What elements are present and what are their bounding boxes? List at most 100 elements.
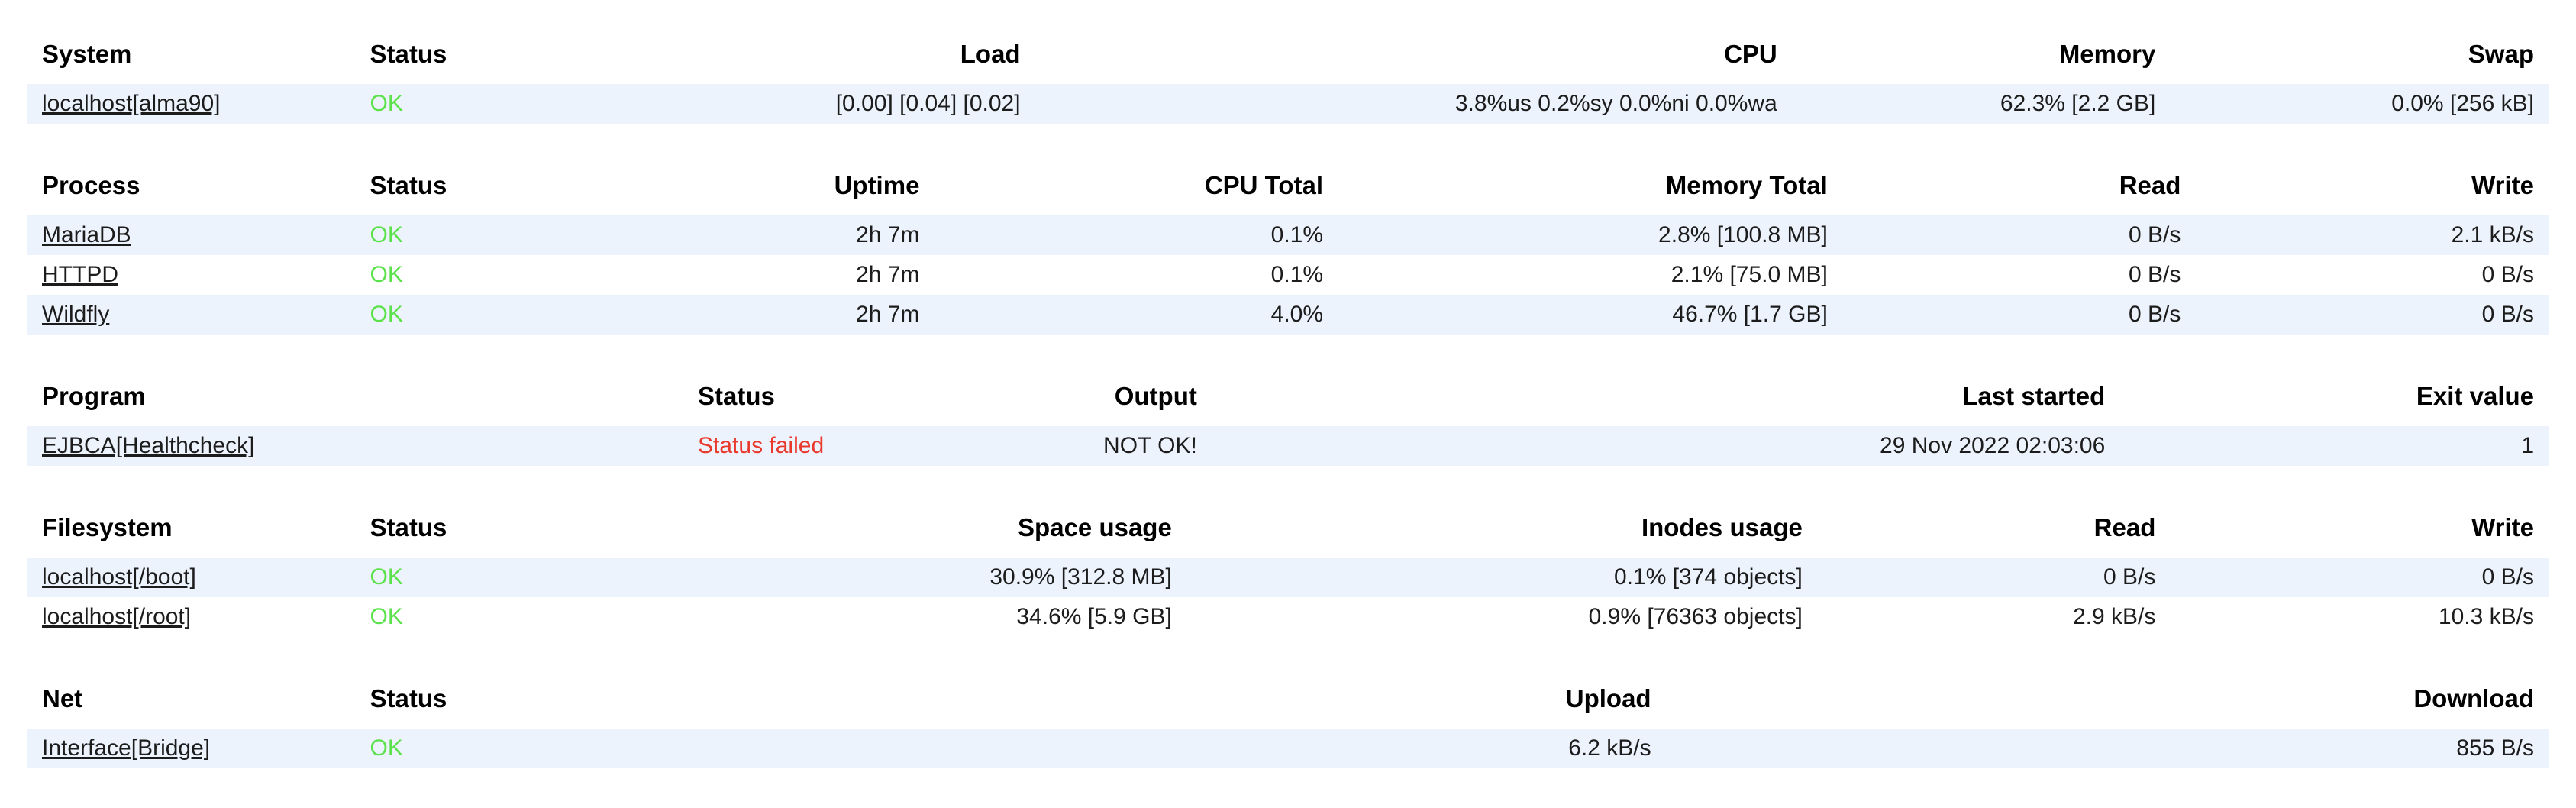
filesystem-cell-inodes-usage: 0.9% [76363 objects] <box>1588 604 1803 629</box>
program-service-link[interactable]: EJBCA[Healthcheck] <box>42 433 255 458</box>
filesystem-cell-filesystem: localhost[/root] <box>27 597 355 637</box>
process-cell-process: HTTPD <box>27 255 355 295</box>
filesystem-cell-write: 10.3 kB/s <box>2438 604 2534 629</box>
process-cell-cpu-total: 4.0% <box>1270 302 1324 327</box>
system-column-header-swap: Swap <box>2468 40 2534 68</box>
system-header-row: System Status Load CPU Memory Swap <box>27 34 2549 84</box>
process-cell-uptime: 2h 7m <box>856 302 920 327</box>
system-table: System Status Load CPU Memory Swap localhost[a… <box>27 34 2549 124</box>
program-column-header-last-started: Last started <box>1962 382 2106 410</box>
program-column-header-status: Status <box>698 382 775 410</box>
process-column-header-process: Process <box>42 171 140 199</box>
process-column-header-read: Read <box>2119 171 2181 199</box>
filesystem-column-header-read: Read <box>2093 513 2156 541</box>
process-column-header-cpu-total: CPU Total <box>1204 171 1324 199</box>
process-cell-read: 0 B/s <box>2129 302 2181 327</box>
net-cell-download: 855 B/s <box>2456 735 2534 761</box>
process-cell-write: 0 B/s <box>2481 302 2534 327</box>
filesystem-row-localhost-root: localhost[/root] OK 34.6% [5.9 GB] 0.9% [76… <box>27 597 2549 637</box>
process-cell-status: OK <box>355 215 557 255</box>
filesystem-column-header-space-usage: Space usage <box>1018 513 1172 541</box>
process-column-header-uptime: Uptime <box>834 171 920 199</box>
process-cell-cpu-total: 0.1% <box>1270 262 1324 287</box>
system-cell-status: OK <box>355 84 557 124</box>
filesystem-column-header-filesystem: Filesystem <box>42 513 173 541</box>
system-column-header-load: Load <box>960 40 1021 68</box>
process-cell-uptime: 2h 7m <box>856 262 920 287</box>
net-cell-status: OK <box>355 729 557 768</box>
filesystem-cell-inodes-usage: 0.1% [374 objects] <box>1614 564 1803 590</box>
system-row-localhost-alma90: localhost[alma90] OK [0.00] [0.04] [0.02] 3… <box>27 84 2549 124</box>
net-header-row: Net Status Upload Download <box>27 678 2549 729</box>
filesystem-cell-status: OK <box>355 558 557 597</box>
monit-status-page: System Status Load CPU Memory Swap localhost[a… <box>27 34 2549 768</box>
net-cell-upload: 6.2 kB/s <box>1568 735 1651 761</box>
filesystem-cell-space-usage: 30.9% [312.8 MB] <box>989 564 1172 590</box>
process-cell-uptime: 2h 7m <box>856 222 920 247</box>
program-cell-output: NOT OK! <box>1103 433 1197 458</box>
status-text: OK <box>370 222 403 247</box>
net-service-link[interactable]: Interface[Bridge] <box>42 735 211 761</box>
process-table: Process Status Uptime CPU Total Memory Total… <box>27 165 2549 335</box>
process-column-header-memory-total: Memory Total <box>1665 171 1828 199</box>
program-cell-last-started: 29 Nov 2022 02:03:06 <box>1880 433 2106 458</box>
status-text: OK <box>370 564 403 590</box>
filesystem-row-localhost-boot: localhost[/boot] OK 30.9% [312.8 MB] 0.1% [… <box>27 558 2549 597</box>
process-row-httpd: HTTPD OK 2h 7m 0.1% 2.1% [75.0 MB] 0 B/s 0 B/s <box>27 255 2549 295</box>
program-table: Program Status Output Last started Exit valu… <box>27 376 2549 466</box>
filesystem-column-header-write: Write <box>2471 513 2534 541</box>
status-text: OK <box>370 302 403 327</box>
process-cell-memory-total: 46.7% [1.7 GB] <box>1672 302 1828 327</box>
net-column-header-net: Net <box>42 684 83 713</box>
process-column-header-status: Status <box>370 171 447 199</box>
process-cell-process: Wildfly <box>27 295 355 335</box>
process-cell-read: 0 B/s <box>2129 222 2181 247</box>
process-cell-write: 2.1 kB/s <box>2451 222 2534 247</box>
status-text: OK <box>370 91 403 116</box>
program-header-row: Program Status Output Last started Exit valu… <box>27 376 2549 426</box>
filesystem-cell-read: 0 B/s <box>2103 564 2156 590</box>
system-column-header-system: System <box>42 40 132 68</box>
filesystem-column-header-inodes-usage: Inodes usage <box>1641 513 1803 541</box>
net-row-interface-bridge: Interface[Bridge] OK 6.2 kB/s 855 B/s <box>27 729 2549 768</box>
filesystem-cell-write: 0 B/s <box>2481 564 2534 590</box>
process-cell-process: MariaDB <box>27 215 355 255</box>
system-cell-load: [0.00] [0.04] [0.02] <box>835 91 1021 116</box>
program-row-ejbca-healthcheck: EJBCA[Healthcheck] Status failed NOT OK! 29… <box>27 426 2549 466</box>
process-cell-read: 0 B/s <box>2129 262 2181 287</box>
filesystem-table: Filesystem Status Space usage Inodes usage R… <box>27 507 2549 637</box>
net-table: Net Status Upload Download Interface[Bridge]… <box>27 678 2549 768</box>
filesystem-service-link[interactable]: localhost[/root] <box>42 604 192 629</box>
system-column-header-memory: Memory <box>2058 40 2156 68</box>
system-cell-memory: 62.3% [2.2 GB] <box>2000 91 2156 116</box>
filesystem-column-header-status: Status <box>370 513 447 541</box>
program-column-header-program: Program <box>42 382 146 410</box>
system-cell-system: localhost[alma90] <box>27 84 355 124</box>
status-text: OK <box>370 735 403 761</box>
filesystem-header-row: Filesystem Status Space usage Inodes usage R… <box>27 507 2549 558</box>
net-column-header-status: Status <box>370 684 447 713</box>
process-service-link[interactable]: Wildfly <box>42 302 110 327</box>
system-column-header-cpu: CPU <box>1724 40 1777 68</box>
process-row-mariadb: MariaDB OK 2h 7m 0.1% 2.8% [100.8 MB] 0 B/s 2.… <box>27 215 2549 255</box>
process-cell-status: OK <box>355 295 557 335</box>
process-service-link[interactable]: MariaDB <box>42 222 131 247</box>
process-row-wildfly: Wildfly OK 2h 7m 4.0% 46.7% [1.7 GB] 0 B/s 0 B… <box>27 295 2549 335</box>
filesystem-cell-status: OK <box>355 597 557 637</box>
process-cell-memory-total: 2.8% [100.8 MB] <box>1658 222 1828 247</box>
process-cell-status: OK <box>355 255 557 295</box>
status-text: OK <box>370 604 403 629</box>
process-cell-memory-total: 2.1% [75.0 MB] <box>1671 262 1828 287</box>
process-service-link[interactable]: HTTPD <box>42 262 118 287</box>
net-cell-net: Interface[Bridge] <box>27 729 355 768</box>
net-column-header-download: Download <box>2413 684 2534 713</box>
filesystem-cell-space-usage: 34.6% [5.9 GB] <box>1016 604 1172 629</box>
system-service-link[interactable]: localhost[alma90] <box>42 91 221 116</box>
filesystem-service-link[interactable]: localhost[/boot] <box>42 564 196 590</box>
status-text: Status failed <box>698 433 825 458</box>
process-cell-cpu-total: 0.1% <box>1270 222 1324 247</box>
net-column-header-upload: Upload <box>1565 684 1651 713</box>
filesystem-cell-filesystem: localhost[/boot] <box>27 558 355 597</box>
program-cell-program: EJBCA[Healthcheck] <box>27 426 683 466</box>
process-cell-write: 0 B/s <box>2481 262 2534 287</box>
